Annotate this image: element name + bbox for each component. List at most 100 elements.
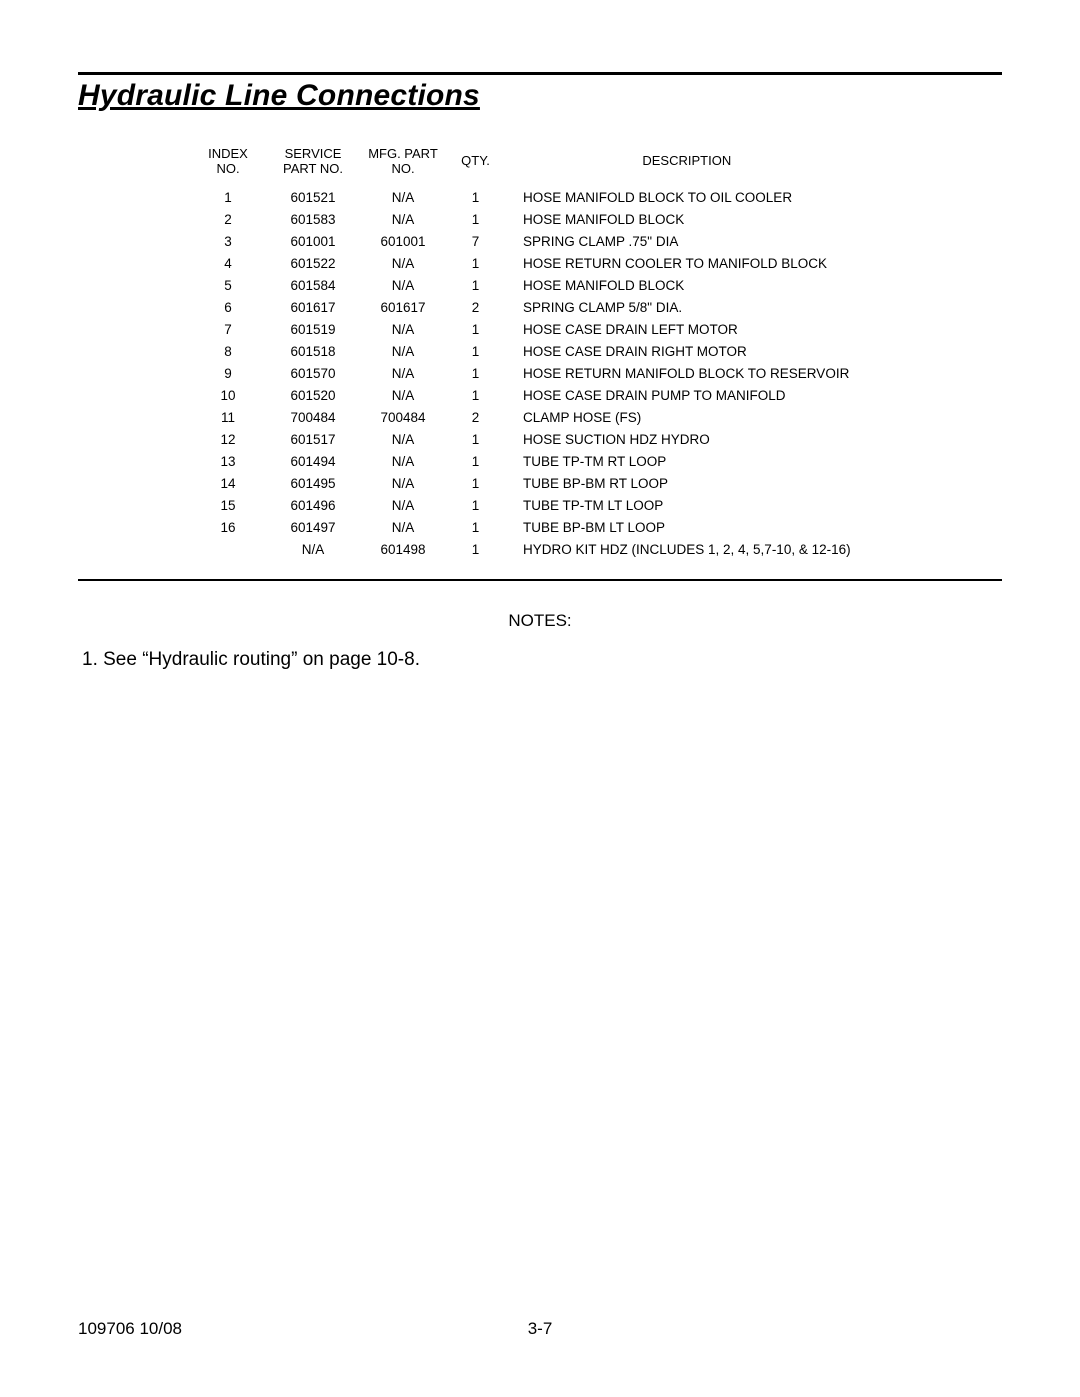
cell-mfg-part: N/A bbox=[358, 517, 448, 539]
cell-index bbox=[188, 539, 268, 561]
table-row: 1601521N/A1HOSE MANIFOLD BLOCK TO OIL CO… bbox=[188, 187, 859, 209]
cell-qty: 7 bbox=[448, 231, 503, 253]
cell-service-part: 601518 bbox=[268, 341, 358, 363]
cell-qty: 1 bbox=[448, 187, 503, 209]
table-row: 36010016010017SPRING CLAMP .75" DIA bbox=[188, 231, 859, 253]
cell-service-part: 601001 bbox=[268, 231, 358, 253]
cell-qty: 1 bbox=[448, 473, 503, 495]
cell-index: 14 bbox=[188, 473, 268, 495]
cell-qty: 1 bbox=[448, 451, 503, 473]
cell-description: SPRING CLAMP .75" DIA bbox=[503, 231, 859, 253]
cell-qty: 1 bbox=[448, 495, 503, 517]
cell-description: HOSE RETURN MANIFOLD BLOCK TO RESERVOIR bbox=[503, 363, 859, 385]
cell-service-part: 601494 bbox=[268, 451, 358, 473]
cell-mfg-part: 601001 bbox=[358, 231, 448, 253]
cell-service-part: 601520 bbox=[268, 385, 358, 407]
cell-description: HOSE CASE DRAIN LEFT MOTOR bbox=[503, 319, 859, 341]
cell-mfg-part: N/A bbox=[358, 451, 448, 473]
cell-qty: 1 bbox=[448, 341, 503, 363]
table-row: 117004847004842CLAMP HOSE (FS) bbox=[188, 407, 859, 429]
table-row: 16601497N/A1TUBE BP-BM LT LOOP bbox=[188, 517, 859, 539]
cell-service-part: 601583 bbox=[268, 209, 358, 231]
cell-mfg-part: N/A bbox=[358, 429, 448, 451]
cell-index: 15 bbox=[188, 495, 268, 517]
cell-qty: 1 bbox=[448, 319, 503, 341]
cell-index: 13 bbox=[188, 451, 268, 473]
cell-qty: 1 bbox=[448, 429, 503, 451]
cell-description: HOSE CASE DRAIN RIGHT MOTOR bbox=[503, 341, 859, 363]
col-header-service-part-l1: SERVICE bbox=[285, 146, 342, 161]
table-row: 7601519N/A1HOSE CASE DRAIN LEFT MOTOR bbox=[188, 319, 859, 341]
cell-qty: 1 bbox=[448, 209, 503, 231]
table-row: 13601494N/A1TUBE TP-TM RT LOOP bbox=[188, 451, 859, 473]
cell-index: 9 bbox=[188, 363, 268, 385]
cell-service-part: 601519 bbox=[268, 319, 358, 341]
cell-index: 8 bbox=[188, 341, 268, 363]
cell-description: TUBE BP-BM RT LOOP bbox=[503, 473, 859, 495]
cell-mfg-part: N/A bbox=[358, 495, 448, 517]
cell-description: HOSE MANIFOLD BLOCK bbox=[503, 275, 859, 297]
cell-service-part: 601584 bbox=[268, 275, 358, 297]
cell-description: SPRING CLAMP 5/8" DIA. bbox=[503, 297, 859, 319]
cell-mfg-part: N/A bbox=[358, 253, 448, 275]
col-header-index: INDEX NO. bbox=[188, 147, 268, 187]
cell-index: 6 bbox=[188, 297, 268, 319]
table-row: 4601522N/A1HOSE RETURN COOLER TO MANIFOL… bbox=[188, 253, 859, 275]
table-row: 9601570N/A1HOSE RETURN MANIFOLD BLOCK TO… bbox=[188, 363, 859, 385]
cell-index: 5 bbox=[188, 275, 268, 297]
cell-service-part: 601495 bbox=[268, 473, 358, 495]
col-header-mfg-part-l1: MFG. PART bbox=[368, 146, 438, 161]
cell-qty: 1 bbox=[448, 517, 503, 539]
parts-table-head: INDEX NO. SERVICE PART NO. MFG. PART NO.… bbox=[188, 147, 859, 187]
cell-mfg-part: 700484 bbox=[358, 407, 448, 429]
cell-index: 10 bbox=[188, 385, 268, 407]
cell-qty: 1 bbox=[448, 275, 503, 297]
table-row: N/A6014981HYDRO KIT HDZ (INCLUDES 1, 2, … bbox=[188, 539, 859, 561]
cell-description: TUBE BP-BM LT LOOP bbox=[503, 517, 859, 539]
cell-index: 11 bbox=[188, 407, 268, 429]
cell-service-part: 601497 bbox=[268, 517, 358, 539]
cell-mfg-part: N/A bbox=[358, 363, 448, 385]
table-row: 14601495N/A1TUBE BP-BM RT LOOP bbox=[188, 473, 859, 495]
cell-description: HOSE MANIFOLD BLOCK bbox=[503, 209, 859, 231]
notes-heading: NOTES: bbox=[78, 611, 1002, 631]
cell-index: 16 bbox=[188, 517, 268, 539]
page: Hydraulic Line Connections INDEX NO. SER… bbox=[0, 0, 1080, 1397]
cell-service-part: 601522 bbox=[268, 253, 358, 275]
cell-qty: 1 bbox=[448, 539, 503, 561]
cell-index: 3 bbox=[188, 231, 268, 253]
cell-service-part: 601617 bbox=[268, 297, 358, 319]
col-header-service-part-l2: PART NO. bbox=[283, 161, 343, 176]
cell-service-part: 601570 bbox=[268, 363, 358, 385]
parts-table: INDEX NO. SERVICE PART NO. MFG. PART NO.… bbox=[188, 147, 859, 561]
parts-table-body: 1601521N/A1HOSE MANIFOLD BLOCK TO OIL CO… bbox=[188, 187, 859, 561]
notes-list: 1. See “Hydraulic routing” on page 10-8. bbox=[78, 649, 1002, 671]
cell-qty: 2 bbox=[448, 297, 503, 319]
cell-mfg-part: N/A bbox=[358, 275, 448, 297]
cell-description: TUBE TP-TM LT LOOP bbox=[503, 495, 859, 517]
table-row: 15601496N/A1TUBE TP-TM LT LOOP bbox=[188, 495, 859, 517]
cell-mfg-part: N/A bbox=[358, 341, 448, 363]
cell-mfg-part: N/A bbox=[358, 473, 448, 495]
table-row: 10601520N/A1HOSE CASE DRAIN PUMP TO MANI… bbox=[188, 385, 859, 407]
page-title: Hydraulic Line Connections bbox=[78, 79, 1002, 113]
table-row: 2601583N/A1HOSE MANIFOLD BLOCK bbox=[188, 209, 859, 231]
cell-description: TUBE TP-TM RT LOOP bbox=[503, 451, 859, 473]
col-header-service-part: SERVICE PART NO. bbox=[268, 147, 358, 187]
cell-mfg-part: 601617 bbox=[358, 297, 448, 319]
cell-qty: 2 bbox=[448, 407, 503, 429]
table-row: 5601584N/A1HOSE MANIFOLD BLOCK bbox=[188, 275, 859, 297]
table-row: 12601517N/A1HOSE SUCTION HDZ HYDRO bbox=[188, 429, 859, 451]
cell-description: HOSE SUCTION HDZ HYDRO bbox=[503, 429, 859, 451]
cell-description: HOSE MANIFOLD BLOCK TO OIL COOLER bbox=[503, 187, 859, 209]
table-row: 66016176016172SPRING CLAMP 5/8" DIA. bbox=[188, 297, 859, 319]
cell-description: HYDRO KIT HDZ (INCLUDES 1, 2, 4, 5,7-10,… bbox=[503, 539, 859, 561]
cell-mfg-part: N/A bbox=[358, 319, 448, 341]
cell-service-part: N/A bbox=[268, 539, 358, 561]
cell-mfg-part: N/A bbox=[358, 209, 448, 231]
cell-mfg-part: N/A bbox=[358, 187, 448, 209]
cell-service-part: 601517 bbox=[268, 429, 358, 451]
cell-description: HOSE RETURN COOLER TO MANIFOLD BLOCK bbox=[503, 253, 859, 275]
cell-qty: 1 bbox=[448, 363, 503, 385]
cell-mfg-part: N/A bbox=[358, 385, 448, 407]
